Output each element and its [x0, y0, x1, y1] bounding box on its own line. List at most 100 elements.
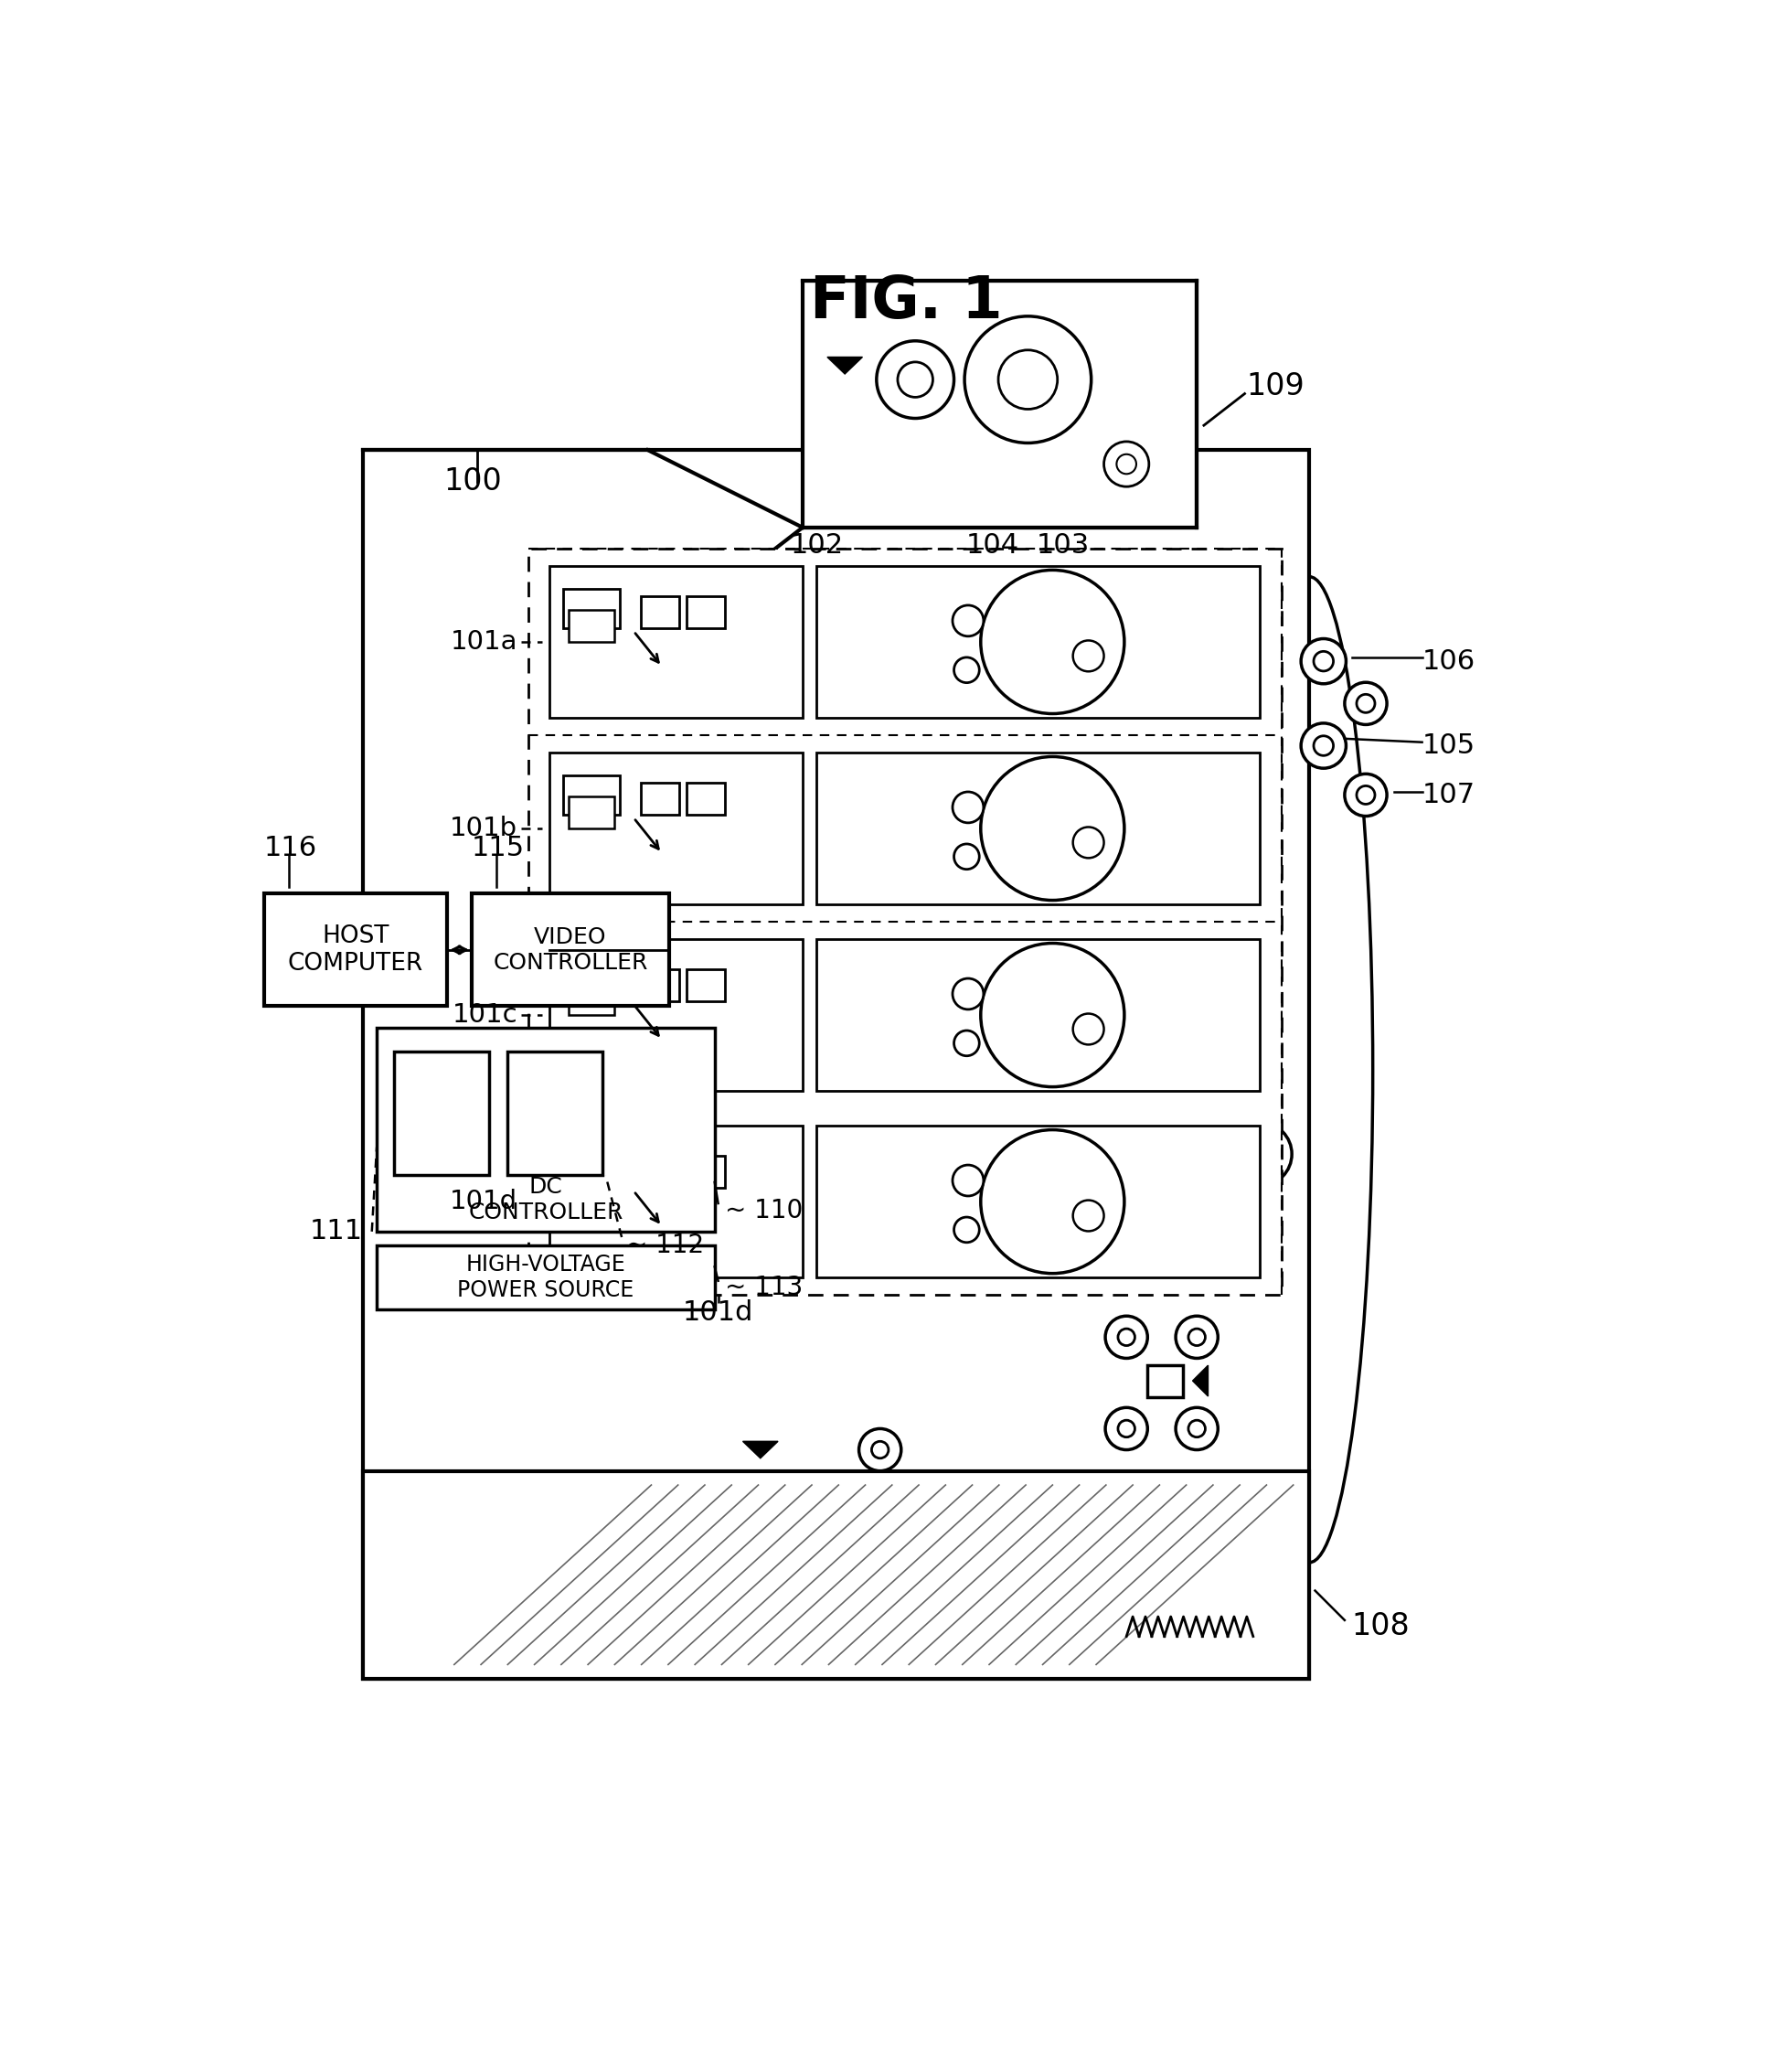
Circle shape — [953, 792, 983, 823]
Circle shape — [1188, 1419, 1206, 1438]
Bar — [564, 1148, 619, 1187]
Circle shape — [1176, 1316, 1218, 1359]
Text: ~ 113: ~ 113 — [725, 1274, 803, 1301]
Circle shape — [976, 580, 1024, 630]
Circle shape — [1314, 651, 1333, 671]
Bar — [394, 1053, 490, 1175]
Text: 101d: 101d — [682, 1299, 753, 1326]
Bar — [362, 450, 1310, 1678]
Bar — [1147, 1365, 1183, 1397]
Bar — [377, 1245, 714, 1310]
Text: 115: 115 — [472, 835, 525, 862]
Bar — [686, 970, 725, 1001]
Bar — [640, 597, 679, 628]
Text: 107: 107 — [1421, 781, 1475, 808]
Text: 101a: 101a — [451, 630, 518, 655]
Text: HIGH-VOLTAGE
POWER SOURCE: HIGH-VOLTAGE POWER SOURCE — [458, 1254, 635, 1301]
Circle shape — [1105, 1407, 1147, 1450]
Text: 104: 104 — [965, 533, 1018, 557]
Circle shape — [953, 605, 983, 636]
Text: 116: 116 — [263, 835, 316, 862]
Circle shape — [1188, 1328, 1206, 1345]
Bar — [529, 549, 1282, 1295]
Circle shape — [1356, 785, 1376, 804]
Bar — [569, 1171, 615, 1202]
Circle shape — [1229, 1123, 1292, 1185]
Circle shape — [1356, 694, 1376, 713]
Circle shape — [1301, 638, 1345, 684]
Bar — [817, 566, 1261, 717]
Circle shape — [1073, 1013, 1103, 1044]
Text: 109: 109 — [1246, 371, 1305, 402]
Circle shape — [981, 1129, 1124, 1274]
Bar — [686, 783, 725, 814]
Circle shape — [1176, 1407, 1218, 1450]
Text: 105: 105 — [1421, 733, 1475, 758]
Bar — [686, 1156, 725, 1187]
Bar — [564, 961, 619, 1001]
Bar — [817, 939, 1261, 1090]
Bar — [362, 1471, 1310, 1678]
Text: 101b: 101b — [449, 816, 518, 841]
Bar — [640, 1156, 679, 1187]
Circle shape — [955, 657, 979, 682]
Bar — [550, 1125, 803, 1276]
Text: DC
CONTROLLER: DC CONTROLLER — [469, 1177, 622, 1225]
Bar — [564, 588, 619, 628]
Text: VIDEO
CONTROLLER: VIDEO CONTROLLER — [493, 926, 647, 974]
Circle shape — [981, 943, 1124, 1088]
Bar — [550, 939, 803, 1090]
Bar — [263, 893, 447, 1007]
Polygon shape — [743, 1442, 778, 1459]
Text: 100: 100 — [444, 466, 502, 497]
Circle shape — [1031, 574, 1094, 636]
Text: 101d: 101d — [449, 1189, 518, 1214]
Bar — [550, 566, 803, 717]
Text: FIG. 1: FIG. 1 — [810, 274, 1002, 332]
Bar — [564, 775, 619, 814]
Circle shape — [1345, 682, 1386, 725]
Circle shape — [898, 363, 934, 398]
Circle shape — [1073, 640, 1103, 671]
Bar — [507, 1053, 603, 1175]
Circle shape — [965, 317, 1091, 443]
Circle shape — [1117, 1328, 1135, 1345]
Bar — [640, 783, 679, 814]
Text: HOST
COMPUTER: HOST COMPUTER — [288, 924, 423, 976]
Circle shape — [1117, 454, 1137, 474]
Text: 103: 103 — [1036, 533, 1089, 557]
Circle shape — [953, 1164, 983, 1196]
Circle shape — [1048, 588, 1078, 620]
Bar — [569, 984, 615, 1015]
Circle shape — [955, 1030, 979, 1057]
Circle shape — [955, 1216, 979, 1243]
Circle shape — [877, 342, 955, 419]
Text: 101c: 101c — [453, 1003, 518, 1028]
Bar — [817, 752, 1261, 903]
Text: ~ 110: ~ 110 — [725, 1198, 803, 1222]
Circle shape — [1073, 1200, 1103, 1231]
Circle shape — [955, 843, 979, 870]
Text: ~ 112: ~ 112 — [626, 1233, 704, 1258]
Circle shape — [1246, 1140, 1275, 1169]
Circle shape — [1105, 1316, 1147, 1359]
Text: 102: 102 — [790, 533, 843, 557]
Circle shape — [1103, 441, 1149, 487]
Bar — [550, 752, 803, 903]
Bar — [377, 1028, 714, 1231]
Bar — [640, 970, 679, 1001]
Bar — [686, 597, 725, 628]
Text: 106: 106 — [1421, 649, 1475, 675]
Text: 108: 108 — [1353, 1610, 1409, 1641]
Circle shape — [981, 570, 1124, 713]
Text: 111: 111 — [309, 1218, 362, 1245]
Bar — [472, 893, 668, 1007]
Circle shape — [1345, 773, 1386, 816]
Circle shape — [1117, 1419, 1135, 1438]
Bar — [569, 609, 615, 642]
Circle shape — [1073, 827, 1103, 858]
Polygon shape — [827, 356, 863, 373]
Circle shape — [1301, 723, 1345, 769]
Polygon shape — [1193, 1365, 1208, 1397]
Circle shape — [981, 756, 1124, 899]
